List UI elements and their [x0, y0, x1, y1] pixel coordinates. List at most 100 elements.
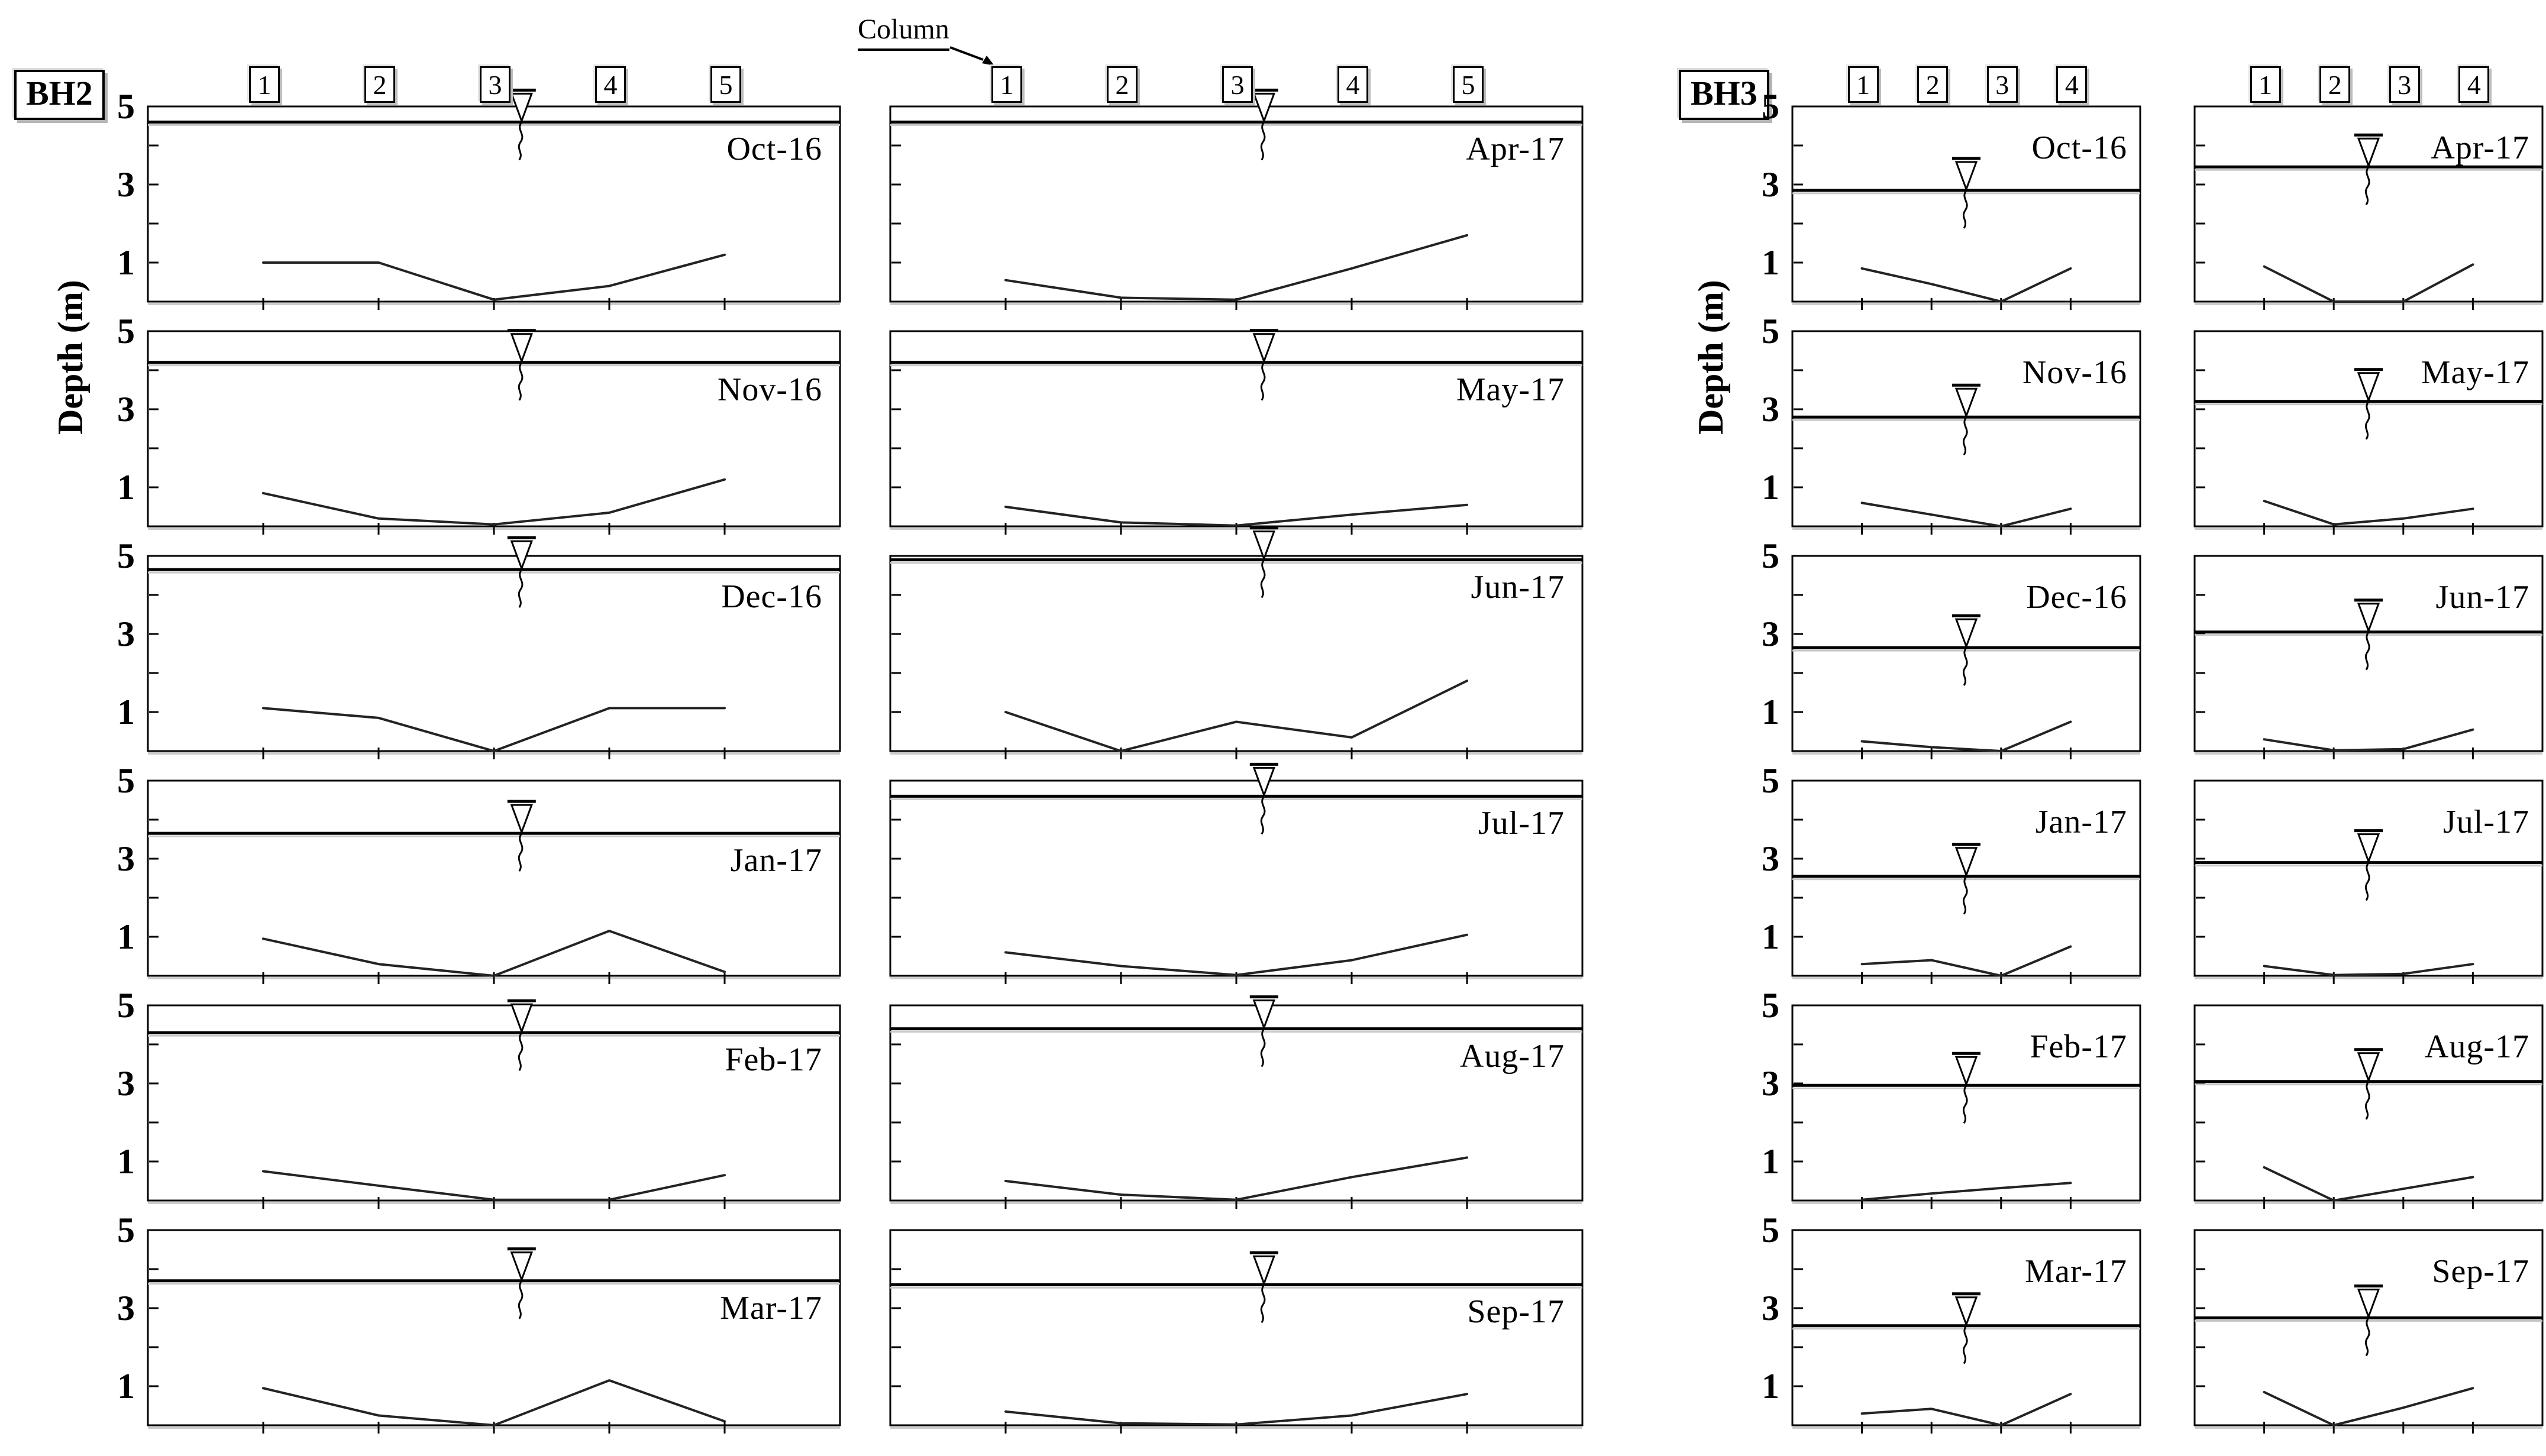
bed-profile-line [1860, 267, 2072, 303]
column-number-box: 3 [2389, 66, 2420, 103]
y-tick-label: 3 [117, 390, 135, 429]
panel-border [147, 330, 841, 528]
column-number-box: 3 [1222, 66, 1253, 103]
panel-border [889, 330, 1584, 528]
panel-bh3-dec-16: Dec-16 5 3 1 [1762, 536, 2141, 759]
water-table-icon [1249, 88, 1278, 161]
column-number-box: 2 [1107, 66, 1138, 103]
panel-border [1791, 1004, 2141, 1202]
month-label: Nov-16 [2022, 354, 2127, 391]
y-tick-label: 1 [1762, 693, 1779, 732]
bed-profile-line [2263, 1166, 2474, 1202]
bed-profile-line [1004, 503, 1468, 527]
month-label: Mar-17 [2025, 1253, 2127, 1290]
panel-bh2-sep-17: Sep-17 [889, 1229, 1584, 1434]
panel-plot [2193, 555, 2544, 759]
y-tick-label: 1 [1762, 917, 1779, 956]
water-table-icon [507, 536, 536, 608]
y-tick-label: 1 [1762, 1142, 1779, 1181]
water-table-icon [2354, 133, 2383, 206]
water-table-icon [1952, 843, 1980, 915]
month-label: Jan-17 [730, 842, 822, 879]
bh3-group-label: BH3 [1679, 70, 1769, 120]
panel-bh2-dec-16: Dec-16 5 3 1 [117, 536, 841, 759]
y-tick-label: 1 [117, 1367, 135, 1406]
panel-plot [889, 88, 1584, 310]
panel-plot [1791, 330, 2141, 535]
column-number-box: 1 [1847, 66, 1879, 103]
water-table-icon [2354, 829, 2383, 901]
water-table-icon [2354, 368, 2383, 440]
y-tick-label: 1 [117, 468, 135, 507]
panel-plot [1791, 105, 2141, 310]
panel-border [1791, 105, 2141, 303]
column-number-box: 2 [1917, 66, 1949, 103]
y-tick-label: 5 [117, 986, 135, 1025]
month-label: Oct-16 [726, 131, 822, 168]
bed-profile-line [1860, 1393, 2072, 1426]
panel-plot [2193, 1229, 2544, 1434]
bed-profile-line [262, 930, 726, 977]
bed-profile-line [262, 707, 726, 752]
month-label: Oct-16 [2031, 130, 2127, 166]
column-number-box: 3 [480, 66, 511, 103]
water-table-icon [507, 1247, 536, 1319]
y-tick-label: 3 [117, 614, 135, 653]
panel-border [2193, 1229, 2544, 1426]
panel-bh3-oct-16: Oct-16 1 2 3 4 5 3 1 [1762, 66, 2141, 310]
y-tick-label: 3 [1762, 1064, 1779, 1103]
panel-bh2-mar-17: Mar-17 5 3 1 [117, 1211, 841, 1434]
panel-plot [889, 995, 1584, 1209]
y-tick-label: 3 [1762, 839, 1779, 878]
column-number-box: 2 [2319, 66, 2351, 103]
month-label: Dec-16 [721, 578, 822, 616]
bed-profile-line [1004, 1156, 1468, 1201]
panel-bh2-jul-17: Jul-17 [889, 762, 1584, 984]
panel-plot [147, 1229, 841, 1434]
panel-plot [2193, 779, 2544, 984]
water-table-icon [1249, 329, 1278, 401]
panel-bh3-nov-16: Nov-16 5 3 1 [1762, 312, 2141, 535]
month-label: Jun-17 [1471, 568, 1565, 606]
panel-bh2-apr-17: Apr-17 1 2 3 4 5 [889, 66, 1584, 310]
y-tick-label: 3 [117, 165, 135, 204]
month-label: Jan-17 [2035, 804, 2127, 840]
panel-bh3-aug-17: Aug-17 [2193, 1004, 2544, 1209]
bed-profile-line [2263, 500, 2474, 526]
bed-profile-line [1860, 720, 2072, 752]
column-number-box: 1 [2250, 66, 2281, 103]
month-label: Nov-16 [717, 371, 822, 408]
y-tick-label: 5 [117, 312, 135, 351]
panel-bh2-jun-17: Jun-17 [889, 526, 1584, 759]
y-tick-label: 5 [1762, 312, 1779, 351]
water-table-icon [507, 800, 536, 872]
y-tick-label: 1 [1762, 1367, 1779, 1406]
month-label: Dec-16 [2026, 579, 2127, 616]
panel-bh3-jun-17: Jun-17 [2193, 555, 2544, 759]
y-tick-label: 1 [117, 243, 135, 282]
y-tick-label: 1 [1762, 468, 1779, 507]
bed-profile-line [1004, 234, 1468, 301]
water-table-icon [1249, 762, 1278, 835]
panel-plot [147, 329, 841, 535]
bed-profile-line [262, 253, 726, 301]
panel-bh2-feb-17: Feb-17 5 3 1 [117, 986, 841, 1209]
panel-border [889, 1004, 1584, 1202]
panel-plot [147, 88, 841, 310]
column-arrow-icon [949, 46, 994, 66]
month-label: Aug-17 [1459, 1037, 1565, 1075]
water-table-icon [1952, 383, 1980, 456]
bh2-group-label: BH2 [14, 70, 105, 120]
panel-border [1791, 330, 2141, 528]
month-label: Sep-17 [2432, 1253, 2529, 1290]
y-tick-label: 5 [1762, 87, 1779, 126]
y-tick-label: 3 [1762, 1289, 1779, 1328]
y-tick-label: 5 [1762, 986, 1779, 1025]
bed-profile-line [1860, 501, 2072, 528]
y-tick-label: 5 [1762, 536, 1779, 575]
column-number-box: 1 [249, 66, 280, 103]
bed-profile-line [2263, 1387, 2474, 1426]
month-label: Aug-17 [2424, 1028, 2529, 1065]
y-tick-label: 3 [117, 1289, 135, 1328]
